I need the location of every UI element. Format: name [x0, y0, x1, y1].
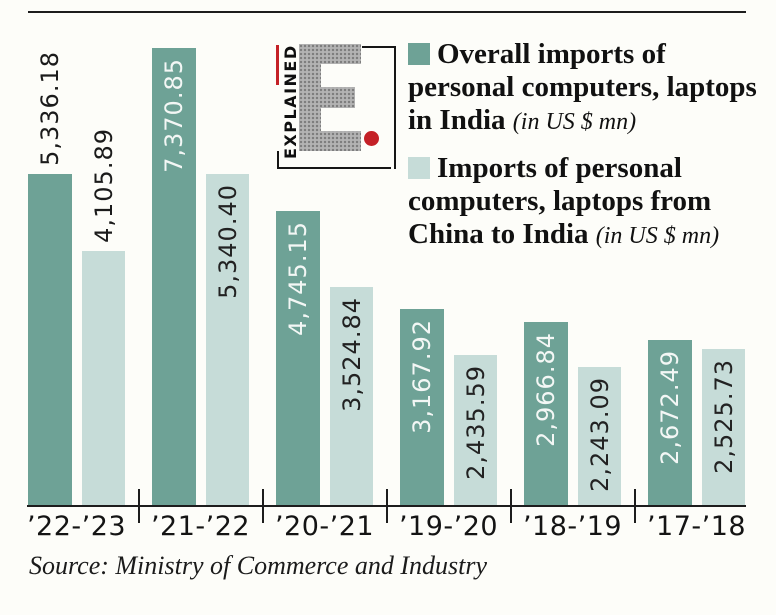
explained-logo: EXPLAINED E — [272, 40, 396, 169]
logo-red-dot-icon — [364, 131, 379, 146]
bar-china-4 — [578, 367, 621, 506]
x-axis-tick — [386, 489, 388, 523]
x-axis-tick — [634, 489, 636, 523]
legend-unit-china: (in US $ mn) — [595, 223, 720, 249]
bar-china-3 — [454, 355, 497, 506]
source-note: Source: Ministry of Commerce and Industr… — [29, 551, 488, 580]
bar-value-label: 2,525.73 — [709, 359, 738, 474]
bar-value-label: 5,336.18 — [36, 51, 64, 166]
x-axis-label-0: ’22-’23 — [26, 511, 127, 542]
bar-overall-0 — [28, 174, 72, 506]
bar-value-label: 3,167.92 — [408, 319, 436, 434]
bar-value-label: 4,745.15 — [284, 221, 312, 336]
bar-china-1 — [206, 174, 249, 506]
bar-value-label: 2,966.84 — [532, 332, 560, 447]
bar-overall-1 — [152, 48, 196, 506]
bar-china-2 — [330, 287, 373, 506]
logo-letter-e: E — [299, 44, 361, 151]
bar-value-label: 2,672.49 — [656, 350, 684, 465]
bar-overall-2 — [276, 211, 320, 506]
bar-overall-4 — [524, 322, 568, 506]
bar-chart: 5,336.18 4,105.89 7,370.85 5,340.40 4,745.15… — [28, 48, 745, 506]
legend: Overall imports of personal computers, l… — [408, 38, 762, 266]
logo-wordmark: EXPLAINED — [281, 44, 300, 159]
top-rule — [28, 11, 746, 13]
bar-value-label: 5,340.40 — [213, 184, 242, 299]
bar-value-label: 3,524.84 — [337, 297, 366, 412]
legend-item-china: Imports of personal computers, laptops f… — [408, 152, 762, 253]
legend-swatch-overall — [408, 43, 430, 65]
bar-china-0 — [82, 251, 125, 506]
x-axis-label-4: ’18-’19 — [522, 511, 623, 542]
logo-letter-text: E — [299, 44, 300, 46]
legend-label-overall: Overall imports of personal computers, l… — [408, 38, 757, 136]
x-axis-tick — [262, 489, 264, 523]
legend-label-china: Imports of personal computers, laptops f… — [408, 152, 712, 250]
legend-unit-overall: (in US $ mn) — [512, 109, 637, 135]
bar-value-label: 2,435.59 — [461, 365, 490, 480]
bar-value-label: 4,105.89 — [89, 128, 118, 243]
x-axis-label-2: ’20-’21 — [274, 511, 375, 542]
x-axis-tick — [138, 489, 140, 523]
bar-value-label: 2,243.09 — [585, 377, 614, 492]
logo-bracket-top-right — [362, 46, 396, 169]
bar-overall-3 — [400, 309, 444, 506]
logo-red-rule — [276, 45, 279, 85]
x-axis-label-3: ’19-’20 — [398, 511, 499, 542]
logo-bracket-bottom-left — [277, 151, 391, 169]
bar-china-5 — [702, 349, 745, 506]
bar-overall-5 — [648, 340, 692, 506]
x-axis-tick — [510, 489, 512, 523]
x-axis-label-5: ’17-’18 — [646, 511, 747, 542]
legend-item-overall: Overall imports of personal computers, l… — [408, 38, 762, 139]
x-axis-label-1: ’21-’22 — [150, 511, 251, 542]
legend-swatch-china — [408, 157, 430, 179]
bar-value-label: 7,370.85 — [160, 58, 188, 173]
